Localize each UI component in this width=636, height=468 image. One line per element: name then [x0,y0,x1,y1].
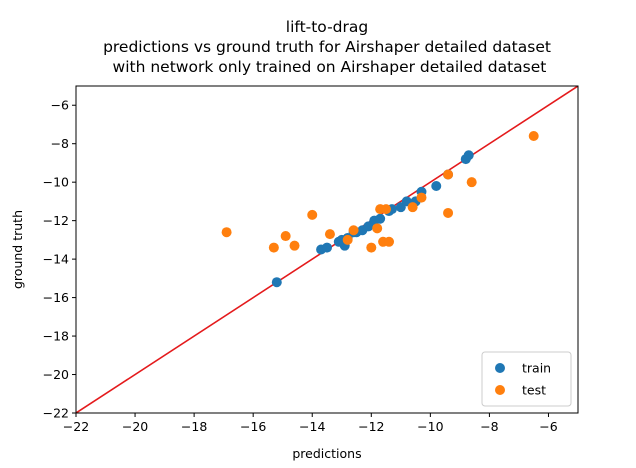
x-tick-label: −14 [299,419,325,434]
train-point [431,181,442,192]
legend-label-train: train [522,361,551,376]
x-tick-label: −8 [480,419,498,434]
y-tick-label: −22 [43,406,69,421]
series-test [221,131,539,253]
chart-title-line: with network only trained on Airshaper d… [108,58,547,76]
test-point [466,177,477,188]
legend-label-test: test [522,383,546,398]
test-point [443,169,454,180]
test-point [307,209,318,220]
legend: train test [481,351,572,407]
x-tick-label: −6 [539,419,557,434]
y-axis-label: ground truth [10,210,25,289]
test-point [348,225,359,236]
x-tick-label: −22 [63,419,89,434]
legend-marker-test [495,385,505,395]
test-point [416,192,427,203]
test-point [528,131,539,142]
x-tick-label: −16 [240,419,266,434]
chart-title: lift-to-drag predictions vs ground truth … [103,18,551,76]
test-point [268,242,279,253]
y-tick-label: −14 [43,252,69,267]
test-point [221,227,232,238]
test-point [366,242,377,253]
x-axis-label: predictions [292,446,361,461]
test-point [342,234,353,245]
plot-area [75,85,579,414]
train-point [322,242,332,253]
test-point [375,204,386,215]
y-tick-label: −8 [51,136,69,151]
test-point [407,202,418,213]
chart-title-line: predictions vs ground truth for Airshape… [103,38,551,56]
test-point [372,223,383,234]
y-tick-label: −6 [51,98,69,113]
y-tick-label: −10 [43,175,69,190]
x-tick-label: −18 [181,419,207,434]
x-axis-ticks: −22 −20 −18 −16 −14 −12 −10 −8 −6 [63,413,558,434]
train-point [463,150,474,161]
test-point [289,240,300,251]
test-point [324,229,335,240]
y-tick-label: −18 [43,329,69,344]
test-point [280,231,291,242]
y-tick-label: −12 [43,213,69,228]
plot-frame [75,85,579,414]
train-point [375,213,386,224]
y-tick-label: −20 [43,367,69,382]
y-tick-label: −16 [43,290,69,305]
test-point [443,207,454,218]
chart-title-line: lift-to-drag [286,18,368,36]
train-point [271,277,282,288]
x-tick-label: −12 [358,419,384,434]
y-axis-ticks: −22 −20 −18 −16 −14 −12 −10 −8 −6 [43,98,76,421]
legend-marker-train [495,363,505,373]
x-tick-label: −20 [122,419,148,434]
test-point [384,236,395,247]
x-tick-label: −10 [417,419,443,434]
